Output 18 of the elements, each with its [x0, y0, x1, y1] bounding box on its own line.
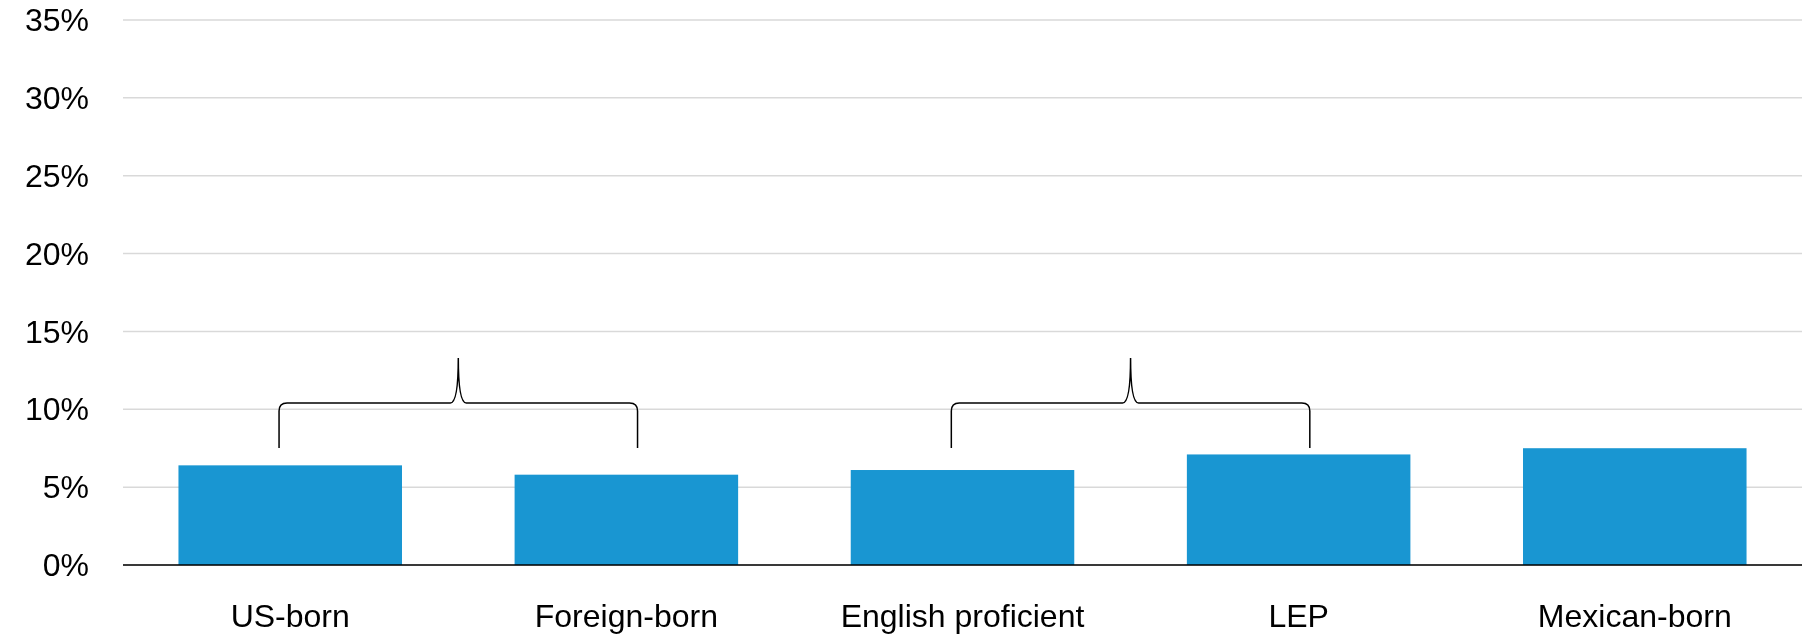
- y-tick-label: 35%: [24, 2, 89, 39]
- x-tick-label: LEP: [1268, 598, 1329, 634]
- bar: [514, 474, 739, 565]
- y-tick-label: 0%: [42, 547, 89, 584]
- y-tick-label: 10%: [24, 391, 89, 428]
- y-tick-label: 30%: [24, 80, 89, 117]
- bar: [850, 470, 1075, 565]
- bar: [1523, 448, 1747, 565]
- y-tick-label: 25%: [24, 157, 89, 194]
- y-tick-label: 20%: [24, 235, 89, 272]
- y-tick-label: 15%: [24, 313, 89, 350]
- bar: [178, 465, 402, 565]
- y-tick-label: 5%: [42, 469, 89, 506]
- x-tick-label: Mexican-born: [1537, 598, 1732, 634]
- bar: [1186, 454, 1411, 565]
- x-tick-label: English proficient: [840, 598, 1085, 634]
- x-tick-label: US-born: [230, 598, 350, 634]
- x-tick-label: Foreign-born: [534, 598, 718, 634]
